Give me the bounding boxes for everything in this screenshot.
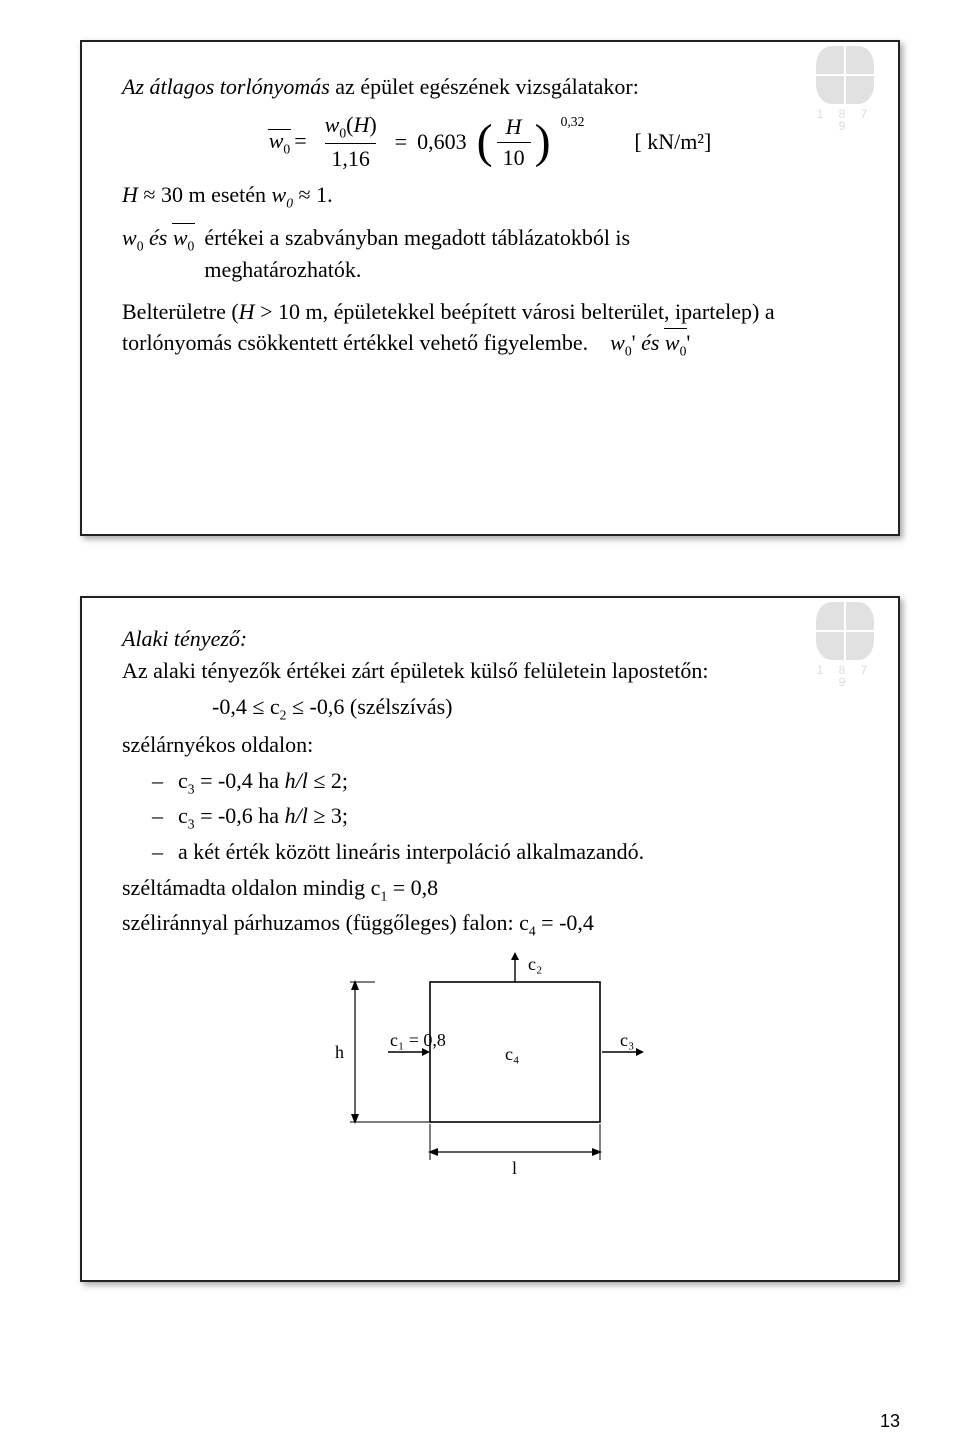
c4-label: c₄ [505,1044,519,1064]
d2-c: c [178,803,188,828]
frac-den: 1,16 [325,143,376,172]
slide-1: 1 8 7 9 Az átlagos torlónyomás az épület… [80,40,900,536]
slide2-line1: Az alaki tényezők értékei zárt épületek … [122,658,858,684]
watermark-logo: 1 8 7 9 [810,46,880,132]
list-item: – c3 = -0,4 ha h/l ≤ 2; [152,764,858,800]
lhs-w: w [269,128,284,153]
building-diagram: c₂ c₁ = 0,8 c₄ c₃ h [280,952,700,1187]
unit-label: [ kN/m²] [634,129,711,155]
num-w: w [325,112,340,137]
d1-cond: ≤ 2; [308,768,348,793]
eq1: = [294,128,306,154]
trail-w2: w [665,330,680,355]
l3b: = 0,8 [387,875,438,900]
d2-cond: ≥ 3; [308,803,348,828]
lhs-sub: 0 [283,141,290,156]
h30-text: ≈ 30 m esetén [143,182,271,207]
d1-tail: = -0,4 ha [195,768,285,793]
dash-list: – c3 = -0,4 ha h/l ≤ 2; – c3 = -0,6 ha h… [152,764,858,869]
l3a: széltámadta oldalon mindig c [122,875,380,900]
trail-sub1: 0 [625,344,632,359]
defs-wbarsub: 0 [188,238,195,253]
list-item: – a két érték között lineáris interpolác… [152,835,858,869]
slide2-line4: széliránnyal párhuzamos (függőleges) fal… [122,910,858,939]
watermark-logo-2: 1 8 7 9 [810,602,880,688]
d2-ratio: h/l [285,803,308,828]
heading-rest: az épület egészének vizsgálatakor: [330,74,639,99]
d1-c: c [178,768,188,793]
c1-label: c₁ = 0,8 [390,1030,446,1050]
inner-den: 10 [497,142,531,171]
belter-para: Belterületre (H > 10 m, épületekkel beép… [122,296,858,362]
defs-wbar: w [173,225,188,250]
eq2: = [395,129,407,155]
defs-wsub: 0 [137,238,144,253]
h-label: h [335,1042,344,1062]
defs-es: és [149,225,167,250]
d3-text: a két érték között lineáris interpoláció… [178,835,644,869]
slide-2: 1 8 7 9 Alaki tényező: Az alaki tényezők… [80,596,900,1282]
l4sub: 4 [529,924,536,939]
exponent: 0,32 [561,114,585,130]
slide1-heading: Az átlagos torlónyomás az épület egészén… [122,74,858,100]
range-a: -0,4 ≤ c [212,694,280,719]
range-tail: ≤ -0,6 (szélszívás) [286,694,452,719]
slide1-formula: w0 = w0(H) 1,16 = 0,603 ( H 10 ) 0,32 [ … [122,112,858,172]
d2-sub: 3 [188,817,195,832]
heading-italic: Az átlagos torlónyomás [122,74,330,99]
defs-w: w [122,225,137,250]
watermark-year-2: 1 8 7 9 [810,664,880,688]
page-number: 13 [880,1411,900,1432]
l4b: = -0,4 [536,910,594,935]
defs-para: w0 és w0 értékei a szabványban megadott … [122,222,858,286]
d2-tail: = -0,6 ha [195,803,285,828]
slide2-line2: szélárnyékos oldalon: [122,732,858,758]
w-sym: w [272,182,287,207]
trail-p1: ' [632,330,636,355]
coef: 0,603 [417,129,467,155]
num-sub: 0 [339,125,346,140]
inner-num: H [502,114,526,142]
c3-label: c₃ [620,1030,634,1050]
line-h30: H ≈ 30 m esetén w0 ≈ 1. [122,182,858,211]
belter1: Belterületre ( [122,299,239,324]
d1-sub: 3 [188,781,195,796]
defs-text1: értékei a szabványban megadott táblázato… [204,225,630,250]
num-arg: H [353,112,369,137]
belter-H: H [239,299,255,324]
list-item: – c3 = -0,6 ha h/l ≥ 3; [152,799,858,835]
h30-tail: ≈ 1. [293,182,333,207]
watermark-year: 1 8 7 9 [810,108,880,132]
trail-sub2: 0 [680,344,687,359]
trail-p2: ' [686,330,690,355]
c2-label: c₂ [528,954,542,974]
slide2-line3: széltámadta oldalon mindig c1 = 0,8 [122,875,858,904]
l4a: széliránnyal párhuzamos (függőleges) fal… [122,910,529,935]
c2-range: -0,4 ≤ c2 ≤ -0,6 (szélszívás) [212,690,858,726]
l-label: l [512,1158,517,1178]
h-sym: H [122,182,138,207]
trail-es: és [641,330,659,355]
defs-text2: meghatározhatók. [204,257,361,282]
d1-ratio: h/l [285,768,308,793]
trail-w1: w [610,330,625,355]
slide2-heading: Alaki tényező: [122,626,858,652]
